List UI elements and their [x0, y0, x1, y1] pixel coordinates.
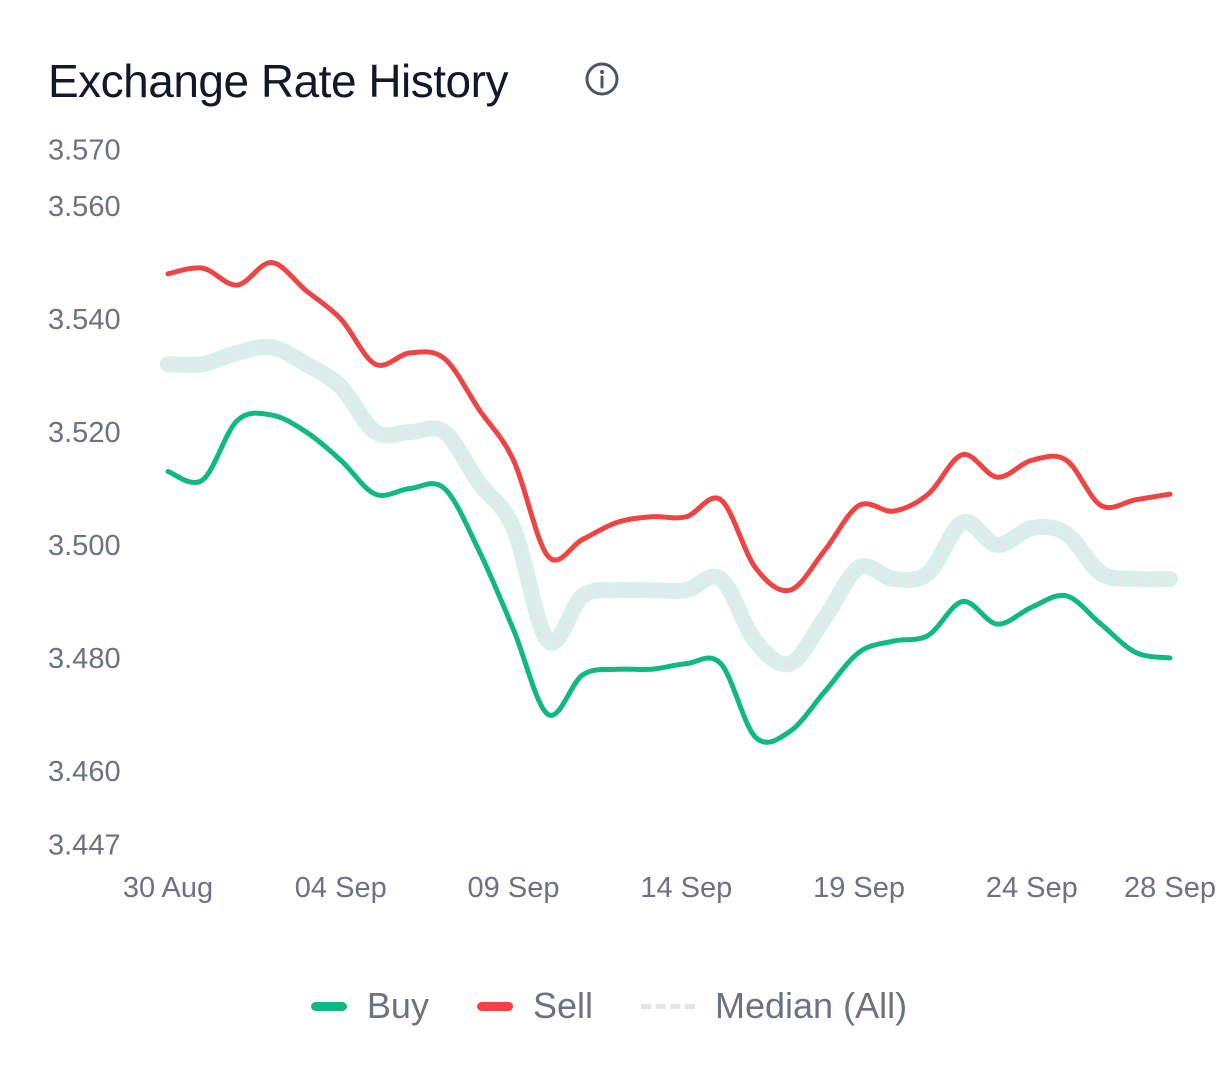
legend-swatch: [641, 1003, 695, 1009]
legend: Buy Sell Median (All): [0, 985, 1218, 1027]
y-tick-label: 3.570: [48, 135, 121, 167]
legend-swatch: [476, 1001, 513, 1011]
x-tick-label: 09 Sep: [468, 872, 560, 904]
x-tick-label: 30 Aug: [123, 872, 213, 904]
y-tick-label: 3.460: [48, 756, 121, 788]
legend-item-sell[interactable]: Sell: [476, 985, 593, 1027]
y-tick-label: 3.520: [48, 417, 121, 449]
legend-item-median-all[interactable]: Median (All): [641, 985, 907, 1027]
x-tick-label: 19 Sep: [813, 872, 905, 904]
legend-label: Sell: [532, 985, 593, 1026]
x-tick-label: 04 Sep: [295, 872, 387, 904]
y-tick-label: 3.480: [48, 643, 121, 675]
y-tick-label: 3.447: [48, 829, 121, 861]
y-tick-label: 3.540: [48, 304, 121, 336]
x-tick-label: 28 Sep: [1124, 872, 1216, 904]
series-line-buy: [165, 410, 1173, 745]
y-tick-label: 3.500: [48, 530, 121, 562]
x-tick-label: 14 Sep: [640, 872, 732, 904]
series-dash-median-all: [167, 344, 1171, 667]
info-icon[interactable]: [585, 62, 619, 96]
legend-label: Buy: [366, 985, 429, 1026]
legend-item-buy[interactable]: Buy: [310, 985, 429, 1027]
chart-title: Exchange Rate History: [48, 55, 508, 107]
series-line-sell: [165, 260, 1173, 594]
legend-swatch: [310, 1001, 347, 1011]
x-tick-label: 24 Sep: [986, 872, 1078, 904]
y-tick-label: 3.560: [48, 191, 121, 223]
line-chart: 3.570 3.560 3.540 3.520 3.500 3.480 3.460 3.447…: [48, 135, 1216, 905]
legend-label: Median (All): [715, 985, 908, 1026]
